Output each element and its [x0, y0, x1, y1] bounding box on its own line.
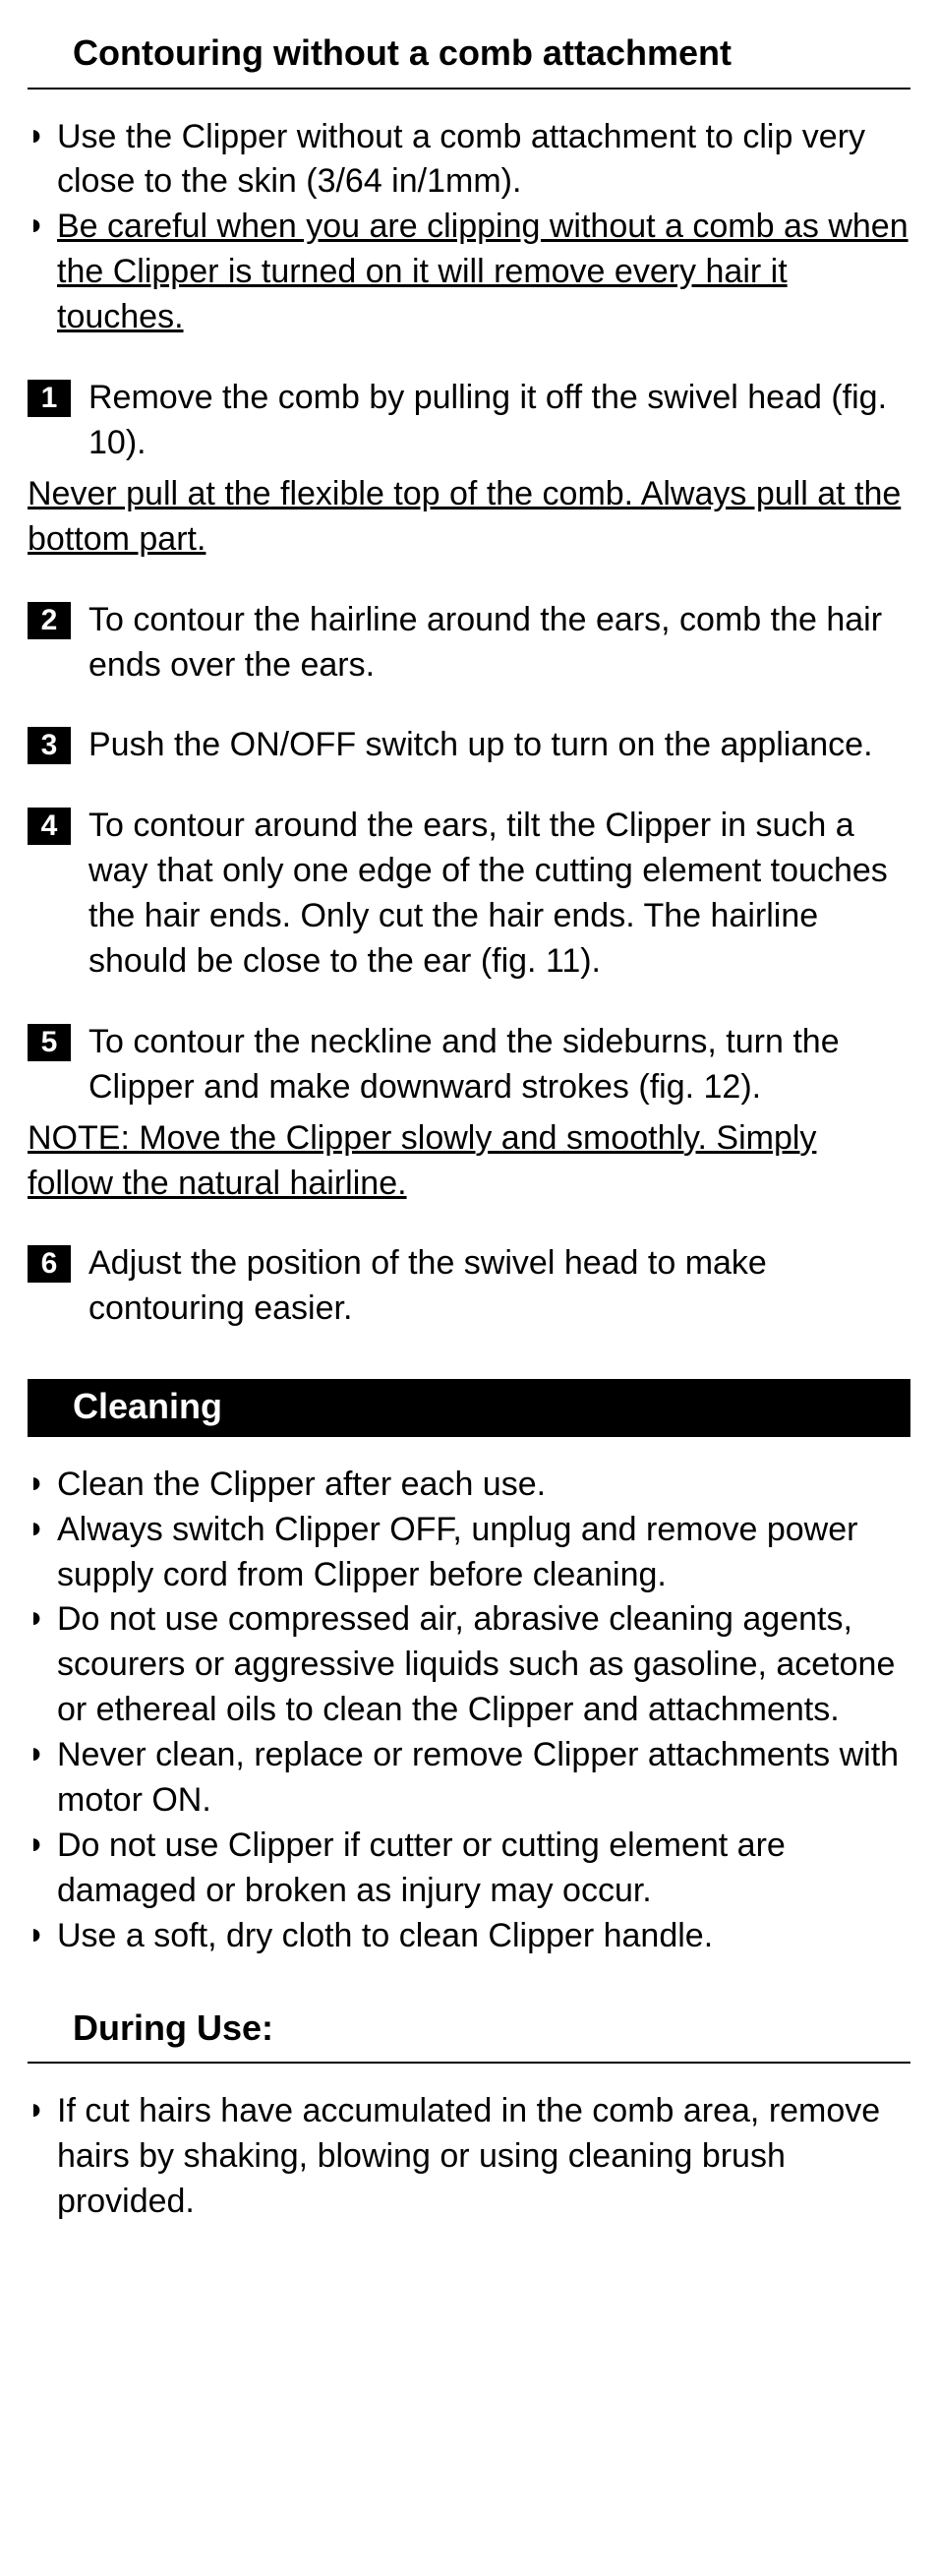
during-use-bullet-list: If cut hairs have accumulated in the com…	[28, 2089, 910, 2225]
step-number-box: 2	[28, 602, 71, 639]
cleaning-bullet: Always switch Clipper OFF, unplug and re…	[28, 1508, 910, 1598]
numbered-step: 5 To contour the neckline and the sidebur…	[28, 1020, 910, 1110]
during-use-bullet: If cut hairs have accumulated in the com…	[28, 2089, 910, 2225]
step-number-box: 4	[28, 808, 71, 845]
section-heading-cleaning: Cleaning	[28, 1379, 910, 1437]
numbered-step: 3 Push the ON/OFF switch up to turn on th…	[28, 723, 910, 768]
intro-bullet: Be careful when you are clipping without…	[28, 205, 910, 340]
step-number-box: 3	[28, 727, 71, 764]
step-text: To contour around the ears, tilt the Cli…	[88, 804, 910, 985]
bullet-text: Use the Clipper without a comb attachmen…	[57, 118, 865, 201]
numbered-step: 1 Remove the comb by pulling it off the s…	[28, 376, 910, 466]
step-text: Adjust the position of the swivel head t…	[88, 1241, 910, 1332]
step-text: Push the ON/OFF switch up to turn on the…	[88, 723, 910, 768]
cleaning-bullet: Do not use compressed air, abrasive clea…	[28, 1597, 910, 1733]
step-number-box: 1	[28, 380, 71, 417]
step-number-box: 5	[28, 1024, 71, 1061]
section-heading-contouring: Contouring without a comb attachment	[28, 30, 910, 90]
cleaning-bullet: Use a soft, dry cloth to clean Clipper h…	[28, 1914, 910, 1959]
intro-bullet-list: Use the Clipper without a comb attachmen…	[28, 115, 910, 340]
sub-heading-during-use: During Use:	[28, 2005, 910, 2065]
cleaning-bullet-list: Clean the Clipper after each use.Always …	[28, 1463, 910, 1959]
numbered-step: 6 Adjust the position of the swivel head …	[28, 1241, 910, 1332]
step-note: NOTE: Move the Clipper slowly and smooth…	[28, 1116, 910, 1207]
bullet-text: Be careful when you are clipping without…	[57, 208, 909, 335]
step-text: To contour the hairline around the ears,…	[88, 598, 910, 689]
step-number-box: 6	[28, 1245, 71, 1283]
step-text: To contour the neckline and the sideburn…	[88, 1020, 910, 1110]
cleaning-bullet: Never clean, replace or remove Clipper a…	[28, 1733, 910, 1824]
numbered-step: 2 To contour the hairline around the ears…	[28, 598, 910, 689]
step-note: Never pull at the flexible top of the co…	[28, 472, 910, 563]
intro-bullet: Use the Clipper without a comb attachmen…	[28, 115, 910, 206]
steps-container: 1 Remove the comb by pulling it off the s…	[28, 376, 910, 1332]
numbered-step: 4 To contour around the ears, tilt the Cl…	[28, 804, 910, 985]
step-text: Remove the comb by pulling it off the sw…	[88, 376, 910, 466]
cleaning-bullet: Do not use Clipper if cutter or cutting …	[28, 1824, 910, 1914]
cleaning-bullet: Clean the Clipper after each use.	[28, 1463, 910, 1508]
